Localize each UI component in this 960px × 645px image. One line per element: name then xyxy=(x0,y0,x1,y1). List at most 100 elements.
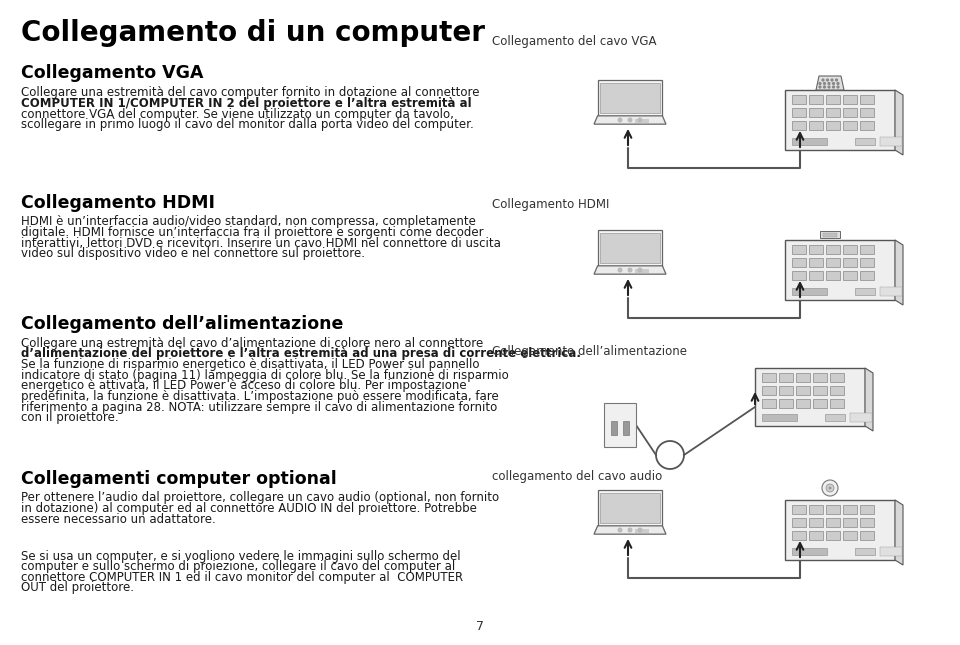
Polygon shape xyxy=(895,90,903,155)
Bar xyxy=(843,108,857,117)
Polygon shape xyxy=(865,368,873,431)
Bar xyxy=(843,271,857,280)
Bar xyxy=(843,531,857,540)
Bar xyxy=(623,421,629,435)
Bar xyxy=(796,373,810,382)
Bar xyxy=(635,119,649,123)
Text: connettore VGA del computer. Se viene utilizzato un computer da tavolo,: connettore VGA del computer. Se viene ut… xyxy=(21,108,454,121)
Bar xyxy=(762,386,776,395)
Text: Collegare una estremità del cavo computer fornito in dotazione al connettore: Collegare una estremità del cavo compute… xyxy=(21,86,480,99)
Bar xyxy=(860,518,874,527)
Bar xyxy=(779,399,793,408)
Text: Se si usa un computer, e si vogliono vedere le immagini sullo schermo del: Se si usa un computer, e si vogliono ved… xyxy=(21,550,461,562)
Text: OUT del proiettore.: OUT del proiettore. xyxy=(21,582,134,595)
Bar xyxy=(826,505,840,514)
Bar xyxy=(611,421,617,435)
Bar xyxy=(826,531,840,540)
Circle shape xyxy=(638,118,642,122)
Bar xyxy=(755,368,865,426)
Bar xyxy=(813,386,827,395)
Bar xyxy=(809,271,823,280)
Text: d’alimentazione del proiettore e l’altra estremità ad una presa di corrente elet: d’alimentazione del proiettore e l’altra… xyxy=(21,348,581,361)
Text: digitale. HDMI fornisce un’interfaccia fra il proiettore e sorgenti come decoder: digitale. HDMI fornisce un’interfaccia f… xyxy=(21,226,484,239)
Circle shape xyxy=(824,86,826,88)
Polygon shape xyxy=(597,490,662,526)
Circle shape xyxy=(832,86,834,88)
Polygon shape xyxy=(816,76,844,90)
Bar xyxy=(762,373,776,382)
Polygon shape xyxy=(594,266,666,274)
Bar xyxy=(792,518,806,527)
Circle shape xyxy=(824,83,826,84)
Text: COMPUTER IN 1/COMPUTER IN 2 del proiettore e l’altra estremità al: COMPUTER IN 1/COMPUTER IN 2 del proietto… xyxy=(21,97,471,110)
Polygon shape xyxy=(594,116,666,124)
Polygon shape xyxy=(594,526,666,534)
Bar xyxy=(825,414,845,421)
Circle shape xyxy=(835,79,837,81)
Bar xyxy=(635,270,649,273)
Bar xyxy=(860,271,874,280)
Bar xyxy=(830,373,844,382)
Polygon shape xyxy=(600,493,660,523)
Text: video sul dispositivo video e nel connettore sul proiettore.: video sul dispositivo video e nel connet… xyxy=(21,247,365,261)
Bar xyxy=(860,531,874,540)
Bar xyxy=(826,245,840,254)
Circle shape xyxy=(819,86,821,88)
Bar xyxy=(843,95,857,104)
Circle shape xyxy=(831,79,833,81)
Bar xyxy=(843,258,857,267)
Bar xyxy=(796,386,810,395)
Bar xyxy=(860,95,874,104)
Text: Collegamento VGA: Collegamento VGA xyxy=(21,64,204,83)
Bar xyxy=(826,95,840,104)
Bar xyxy=(843,518,857,527)
Text: Collegamento dell’alimentazione: Collegamento dell’alimentazione xyxy=(492,345,686,358)
Circle shape xyxy=(822,79,824,81)
Bar xyxy=(792,548,827,555)
Bar xyxy=(785,90,895,150)
Bar xyxy=(843,121,857,130)
Bar xyxy=(880,137,902,146)
Bar xyxy=(785,240,895,300)
Bar xyxy=(792,245,806,254)
Text: Collegamenti computer optional: Collegamenti computer optional xyxy=(21,470,337,488)
Bar xyxy=(820,231,840,238)
Bar xyxy=(792,108,806,117)
Circle shape xyxy=(628,118,632,122)
Circle shape xyxy=(638,528,642,531)
Circle shape xyxy=(822,480,838,496)
Circle shape xyxy=(828,86,829,88)
Text: Collegare una estremità del cavo d’alimentazione di colore nero al connettore: Collegare una estremità del cavo d’alime… xyxy=(21,337,484,350)
Bar xyxy=(809,531,823,540)
Bar xyxy=(604,403,636,447)
Polygon shape xyxy=(895,240,903,305)
Bar xyxy=(826,518,840,527)
Circle shape xyxy=(638,268,642,272)
Bar xyxy=(809,518,823,527)
Text: Collegamento dell’alimentazione: Collegamento dell’alimentazione xyxy=(21,315,344,333)
Circle shape xyxy=(826,484,834,492)
Bar xyxy=(855,548,875,555)
Bar xyxy=(809,505,823,514)
Circle shape xyxy=(837,86,839,88)
Text: riferimento a pagina 28. NOTA: utilizzare sempre il cavo di alimentazione fornit: riferimento a pagina 28. NOTA: utilizzar… xyxy=(21,401,497,413)
Polygon shape xyxy=(600,233,660,263)
Bar xyxy=(796,399,810,408)
Text: Se la funzione di risparmio energetico è disattivata, il LED Power sul pannello: Se la funzione di risparmio energetico è… xyxy=(21,358,480,371)
Text: computer e sullo schermo di proiezione, collegare il cavo del computer al: computer e sullo schermo di proiezione, … xyxy=(21,560,455,573)
Bar xyxy=(880,547,902,556)
Text: Collegamento HDMI: Collegamento HDMI xyxy=(492,198,609,211)
Bar xyxy=(792,138,827,145)
Circle shape xyxy=(828,83,829,84)
Circle shape xyxy=(819,83,821,84)
Text: collegamento del cavo audio: collegamento del cavo audio xyxy=(492,470,661,482)
Circle shape xyxy=(628,268,632,272)
Bar xyxy=(843,505,857,514)
Bar xyxy=(792,121,806,130)
Text: Per ottenere l’audio dal proiettore, collegare un cavo audio (optional, non forn: Per ottenere l’audio dal proiettore, col… xyxy=(21,491,499,504)
Bar xyxy=(792,288,827,295)
Polygon shape xyxy=(600,83,660,114)
Text: in dotazione) al computer ed al connettore AUDIO IN del proiettore. Potrebbe: in dotazione) al computer ed al connetto… xyxy=(21,502,477,515)
Bar xyxy=(860,245,874,254)
Circle shape xyxy=(618,268,622,272)
